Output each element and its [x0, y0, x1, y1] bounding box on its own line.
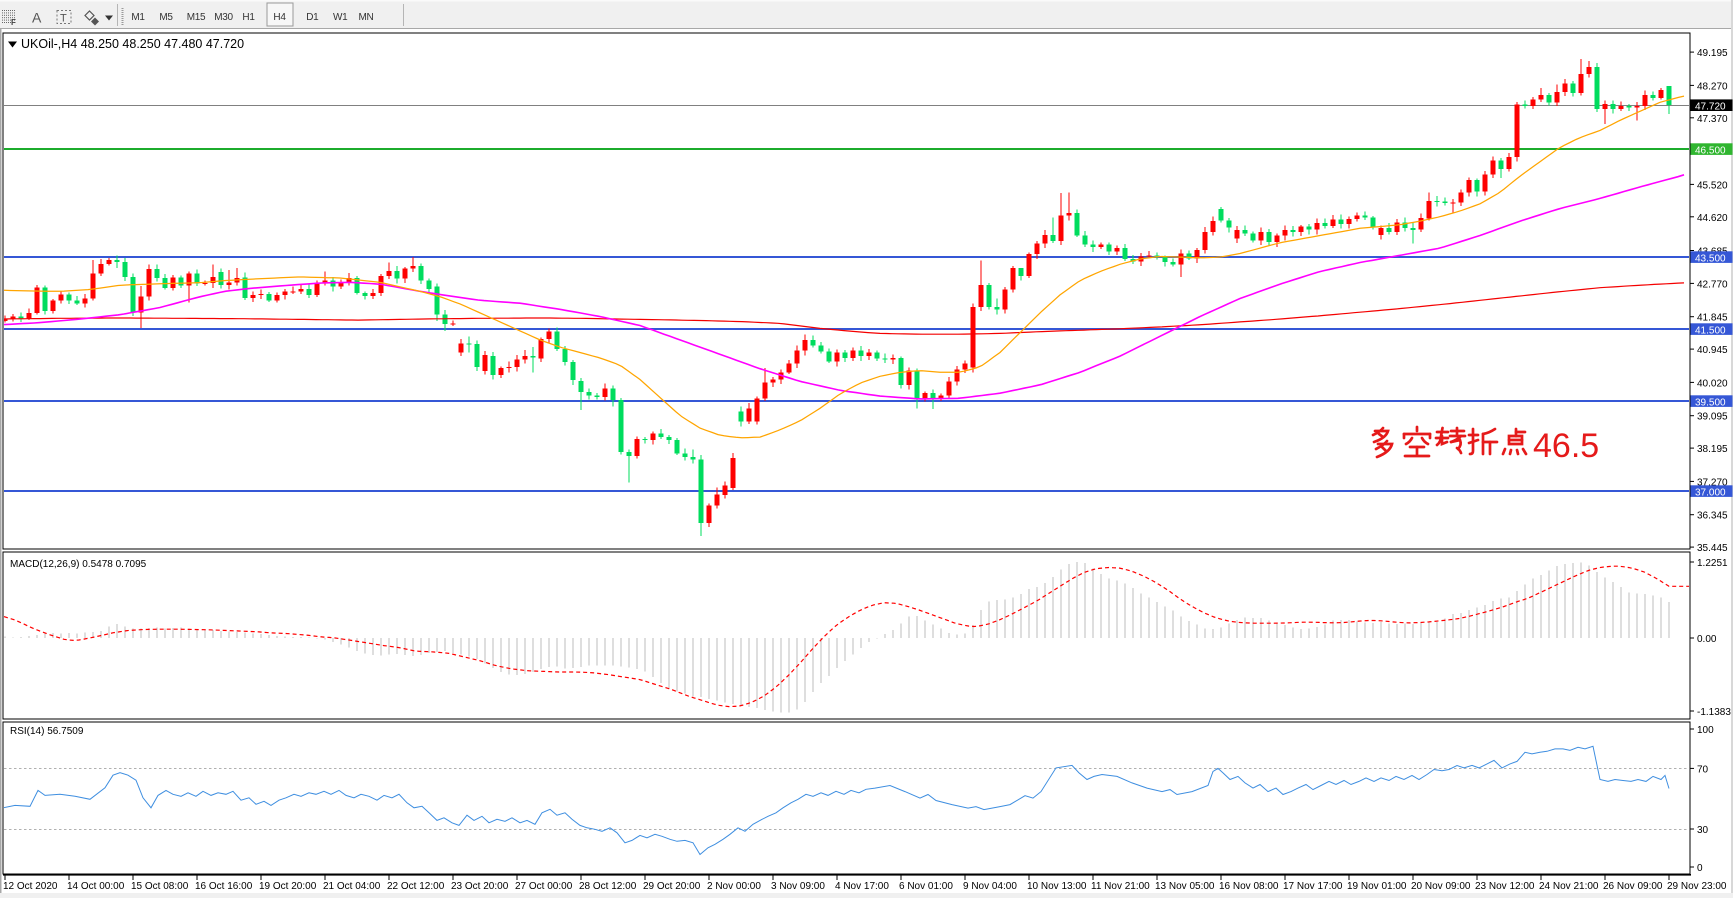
svg-text:MN: MN — [359, 12, 374, 23]
svg-text:23 Oct 20:00: 23 Oct 20:00 — [451, 881, 509, 892]
svg-text:39.095: 39.095 — [1697, 412, 1728, 423]
svg-text:15 Oct 08:00: 15 Oct 08:00 — [131, 881, 189, 892]
svg-text:17 Nov 17:00: 17 Nov 17:00 — [1283, 881, 1343, 892]
svg-text:M30: M30 — [214, 12, 233, 23]
svg-text:16 Nov 08:00: 16 Nov 08:00 — [1219, 881, 1279, 892]
svg-text:M15: M15 — [187, 12, 206, 23]
svg-text:H1: H1 — [242, 12, 255, 23]
svg-text:47.370: 47.370 — [1697, 114, 1728, 125]
svg-text:MACD(12,26,9) 0.5478 0.7095: MACD(12,26,9) 0.5478 0.7095 — [10, 559, 147, 570]
svg-text:T: T — [60, 13, 67, 25]
svg-text:49.195: 49.195 — [1697, 48, 1728, 59]
svg-text:47.720: 47.720 — [1695, 101, 1726, 112]
svg-text:1.2251: 1.2251 — [1697, 558, 1728, 569]
svg-text:29 Oct 20:00: 29 Oct 20:00 — [643, 881, 701, 892]
svg-text:4 Nov 17:00: 4 Nov 17:00 — [835, 881, 889, 892]
svg-text:6 Nov 01:00: 6 Nov 01:00 — [899, 881, 953, 892]
svg-text:39.500: 39.500 — [1695, 397, 1726, 408]
svg-text:13 Nov 05:00: 13 Nov 05:00 — [1155, 881, 1215, 892]
svg-text:M1: M1 — [131, 12, 145, 23]
svg-text:23 Nov 12:00: 23 Nov 12:00 — [1475, 881, 1535, 892]
svg-text:RSI(14) 56.7509: RSI(14) 56.7509 — [10, 726, 84, 737]
svg-text:43.500: 43.500 — [1695, 253, 1726, 264]
svg-text:41.845: 41.845 — [1697, 313, 1728, 324]
svg-text:30: 30 — [1697, 825, 1709, 836]
svg-text:W1: W1 — [333, 12, 348, 23]
svg-text:H4: H4 — [273, 12, 286, 23]
svg-text:0: 0 — [1697, 863, 1703, 874]
svg-text:40.020: 40.020 — [1697, 378, 1728, 389]
svg-text:-1.1383: -1.1383 — [1697, 707, 1731, 718]
svg-text:37.000: 37.000 — [1695, 487, 1726, 498]
svg-text:22 Oct 12:00: 22 Oct 12:00 — [387, 881, 445, 892]
svg-text:41.500: 41.500 — [1695, 325, 1726, 336]
svg-text:9 Nov 04:00: 9 Nov 04:00 — [963, 881, 1017, 892]
svg-text:M5: M5 — [159, 12, 173, 23]
svg-text:100: 100 — [1697, 725, 1714, 736]
svg-text:70: 70 — [1697, 764, 1709, 775]
svg-text:48.270: 48.270 — [1697, 81, 1728, 92]
svg-text:20 Nov 09:00: 20 Nov 09:00 — [1411, 881, 1471, 892]
svg-text:D1: D1 — [306, 12, 319, 23]
svg-text:2 Nov 00:00: 2 Nov 00:00 — [707, 881, 761, 892]
svg-text:0.00: 0.00 — [1697, 634, 1717, 645]
svg-text:36.345: 36.345 — [1697, 511, 1728, 522]
svg-text:38.195: 38.195 — [1697, 444, 1728, 455]
svg-text:46.5: 46.5 — [1533, 427, 1599, 465]
svg-text:29 Nov 23:00: 29 Nov 23:00 — [1667, 881, 1727, 892]
svg-text:46.500: 46.500 — [1695, 145, 1726, 156]
svg-text:16 Oct 16:00: 16 Oct 16:00 — [195, 881, 253, 892]
svg-text:21 Oct 04:00: 21 Oct 04:00 — [323, 881, 381, 892]
svg-text:44.620: 44.620 — [1697, 213, 1728, 224]
svg-text:24 Nov 21:00: 24 Nov 21:00 — [1539, 881, 1599, 892]
svg-text:26 Nov 09:00: 26 Nov 09:00 — [1603, 881, 1663, 892]
svg-text:45.520: 45.520 — [1697, 180, 1728, 191]
svg-text:3 Nov 09:00: 3 Nov 09:00 — [771, 881, 825, 892]
svg-text:14 Oct 00:00: 14 Oct 00:00 — [67, 881, 125, 892]
svg-text:28 Oct 12:00: 28 Oct 12:00 — [579, 881, 637, 892]
svg-text:19 Oct 20:00: 19 Oct 20:00 — [259, 881, 317, 892]
svg-text:UKOil-,H4 48.250 48.250 47.48: UKOil-,H4 48.250 48.250 47.480 47.720 — [21, 37, 244, 51]
svg-text:27 Oct 00:00: 27 Oct 00:00 — [515, 881, 573, 892]
svg-text:11 Nov 21:00: 11 Nov 21:00 — [1091, 881, 1150, 892]
svg-text:12 Oct 2020: 12 Oct 2020 — [3, 881, 58, 892]
svg-text:42.770: 42.770 — [1697, 279, 1728, 290]
svg-text:10 Nov 13:00: 10 Nov 13:00 — [1027, 881, 1087, 892]
svg-text:A: A — [32, 10, 42, 26]
svg-text:F: F — [11, 18, 16, 27]
svg-text:19 Nov 01:00: 19 Nov 01:00 — [1347, 881, 1407, 892]
svg-text:35.445: 35.445 — [1697, 543, 1728, 554]
svg-text:40.945: 40.945 — [1697, 345, 1728, 356]
